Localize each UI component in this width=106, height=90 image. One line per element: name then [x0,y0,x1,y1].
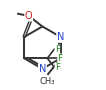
Text: O: O [25,11,32,21]
Text: F: F [55,45,60,54]
Text: F: F [55,63,60,72]
Text: N: N [39,64,46,74]
Text: CH₃: CH₃ [39,77,55,86]
Text: N: N [57,32,64,42]
Text: F: F [57,54,63,63]
